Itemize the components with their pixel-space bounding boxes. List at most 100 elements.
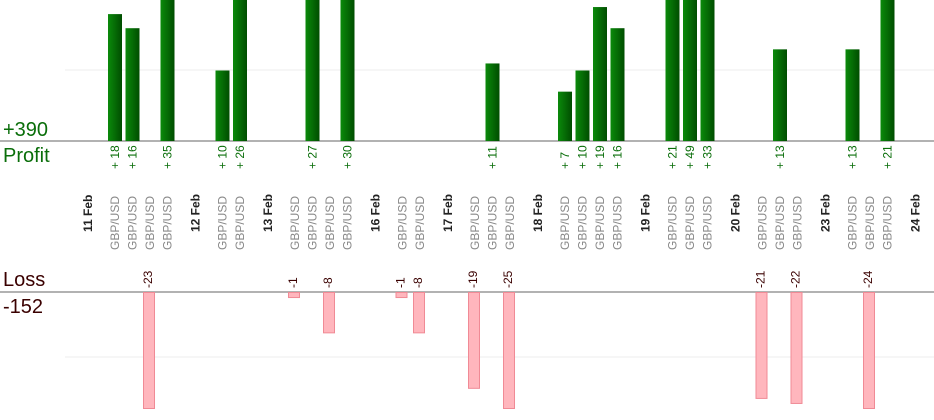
profit-bar <box>880 0 895 141</box>
pair-tick-label: GBP/USD <box>576 196 590 250</box>
pair-tick-label: GBP/USD <box>846 196 860 250</box>
date-tick-label: 24 Feb <box>909 194 923 232</box>
profit-bar <box>593 7 607 141</box>
date-tick-label: 20 Feb <box>729 194 743 232</box>
loss-value-label: -1 <box>394 277 408 288</box>
loss-bar <box>790 292 803 404</box>
profit-value-label: + 16 <box>611 145 625 169</box>
loss-bar <box>755 292 768 399</box>
profit-value-label: + 49 <box>683 145 697 169</box>
profit-bar <box>108 14 122 142</box>
pair-tick-label: GBP/USD <box>216 196 230 250</box>
profit-bar <box>340 0 355 141</box>
pair-tick-label: GBP/USD <box>108 196 122 250</box>
loss-value-label: -21 <box>754 270 768 288</box>
profit-value-label: + 26 <box>233 145 247 169</box>
profit-value-label: + 21 <box>666 145 680 169</box>
pair-tick-label: GBP/USD <box>323 196 337 250</box>
profit-bar <box>558 91 572 141</box>
profit-bar <box>575 70 590 141</box>
pair-tick-label: GBP/USD <box>126 196 140 250</box>
pair-tick-label: GBP/USD <box>611 196 625 250</box>
loss-bar <box>413 292 425 334</box>
profit-value-label: + 30 <box>341 145 355 169</box>
loss-bar <box>468 292 480 389</box>
pair-tick-label: GBP/USD <box>593 196 607 250</box>
loss-value-label: -25 <box>501 270 515 288</box>
profit-value-label: + 11 <box>486 146 500 169</box>
profit-bar <box>700 0 715 141</box>
pair-tick-label: GBP/USD <box>486 196 500 250</box>
loss-total-label: -152 <box>3 296 44 318</box>
loss-value-label: -24 <box>861 270 875 288</box>
pair-tick-label: GBP/USD <box>863 196 877 250</box>
profit-bar <box>683 0 697 141</box>
profit-bar <box>125 28 140 142</box>
date-tick-label: 12 Feb <box>189 194 203 232</box>
loss-axis-label: Loss <box>3 269 46 291</box>
profit-value-label: + 7 <box>558 152 572 169</box>
pair-tick-label: GBP/USD <box>288 196 302 250</box>
profit-value-label: + 21 <box>881 145 895 169</box>
pair-tick-label: GBP/USD <box>773 196 787 250</box>
profit-bar <box>665 0 680 141</box>
pair-tick-label: GBP/USD <box>161 196 175 250</box>
loss-value-label: -19 <box>466 270 480 288</box>
pair-tick-label: GBP/USD <box>791 196 805 250</box>
pair-tick-label: GBP/USD <box>341 196 355 250</box>
date-tick-label: 23 Feb <box>819 194 833 232</box>
profit-bar <box>845 49 860 141</box>
loss-bar <box>395 292 408 299</box>
date-tick-label: 18 Feb <box>531 194 545 232</box>
profit-bar <box>215 70 230 141</box>
profit-bar <box>305 0 320 141</box>
label-layer: 11 Feb GBP/USD + 18 GBP/USD + 16 GBP/USD -23 GB… <box>81 145 923 288</box>
profit-bar <box>160 0 175 141</box>
profit-value-label: + 27 <box>306 145 320 169</box>
profit-value-label: + 13 <box>846 145 860 169</box>
profit-value-label: + 16 <box>126 145 140 169</box>
date-tick-label: 13 Feb <box>261 194 275 232</box>
loss-value-label: -8 <box>411 277 425 288</box>
loss-value-label: -23 <box>141 270 155 288</box>
profit-bar <box>610 28 625 142</box>
profit-value-label: + 10 <box>216 145 230 169</box>
pair-tick-label: GBP/USD <box>306 196 320 250</box>
profit-value-label: + 33 <box>701 145 715 169</box>
pair-tick-label: GBP/USD <box>503 196 517 250</box>
pair-tick-label: GBP/USD <box>558 196 572 250</box>
profit-bar <box>773 49 787 141</box>
profit-total-label: +390 <box>3 119 49 141</box>
loss-value-label: -22 <box>789 270 803 288</box>
profit-bar <box>485 63 500 142</box>
loss-bar <box>143 292 155 409</box>
pair-tick-label: GBP/USD <box>701 196 715 250</box>
bar-layer <box>108 0 895 409</box>
pair-tick-label: GBP/USD <box>756 196 770 250</box>
pair-tick-label: GBP/USD <box>396 196 410 250</box>
date-tick-label: 16 Feb <box>369 194 383 232</box>
profit-value-label: + 19 <box>593 145 607 169</box>
profit-bar <box>233 0 247 141</box>
profit-value-label: + 35 <box>161 145 175 169</box>
profit-axis-label: Profit <box>3 145 50 167</box>
loss-bar <box>503 292 515 409</box>
date-tick-label: 17 Feb <box>441 194 455 232</box>
pair-tick-label: GBP/USD <box>881 196 895 250</box>
date-tick-label: 11 Feb <box>81 195 95 232</box>
pair-tick-label: GBP/USD <box>233 196 247 250</box>
pair-tick-label: GBP/USD <box>413 196 427 250</box>
profit-value-label: + 13 <box>773 145 787 169</box>
pair-tick-label: GBP/USD <box>666 196 680 250</box>
profit-value-label: + 18 <box>108 145 122 169</box>
loss-value-label: -8 <box>321 277 335 288</box>
loss-bar <box>323 292 335 334</box>
pair-tick-label: GBP/USD <box>683 196 697 250</box>
pair-tick-label: GBP/USD <box>143 196 157 250</box>
profit-value-label: + 10 <box>576 145 590 169</box>
loss-value-label: -1 <box>286 277 300 288</box>
loss-bar <box>863 292 875 409</box>
pair-tick-label: GBP/USD <box>468 196 482 250</box>
date-tick-label: 19 Feb <box>639 194 653 232</box>
